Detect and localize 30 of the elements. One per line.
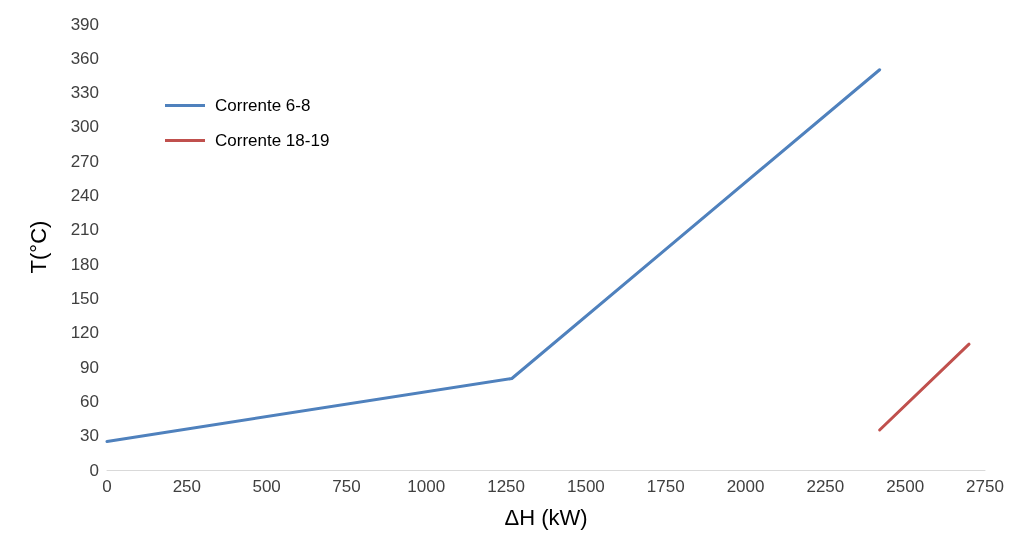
x-tick-label: 1750 [646, 477, 685, 496]
x-tick-label: 1500 [567, 477, 605, 496]
x-tick-label: 750 [332, 477, 361, 496]
x-tick-label: 0 [102, 477, 112, 496]
legend-label: Corrente 6-8 [215, 96, 311, 115]
y-tick-label: 0 [89, 460, 99, 480]
x-tick-label: 250 [172, 477, 202, 496]
x-tick-label: 2000 [726, 477, 765, 496]
y-tick-label: 270 [70, 151, 99, 171]
x-tick-label: 1250 [487, 477, 526, 496]
y-tick-label: 60 [80, 391, 99, 411]
y-tick-label: 300 [70, 117, 99, 137]
y-tick-label: 120 [70, 323, 99, 343]
y-tick-label: 240 [70, 186, 99, 206]
x-tick-label: 2500 [886, 477, 925, 496]
y-tick-label: 180 [70, 254, 99, 274]
y-tick-label: 330 [70, 83, 99, 103]
x-tick-label: 500 [252, 477, 281, 496]
y-axis-title: T(°C) [25, 220, 51, 274]
x-tick-label: 2250 [806, 477, 845, 496]
y-tick-label: 90 [80, 357, 99, 377]
x-tick-label: 1000 [407, 477, 446, 496]
y-tick-label: 360 [70, 48, 99, 68]
x-axis-title: ΔH (kW) [504, 504, 588, 530]
y-tick-label: 210 [70, 220, 99, 240]
x-tick-label: 2750 [966, 477, 1004, 496]
y-tick-label: 150 [70, 288, 99, 308]
y-tick-label: 30 [80, 426, 99, 446]
legend-label: Corrente 18-19 [215, 131, 330, 150]
y-tick-label: 390 [70, 14, 99, 34]
